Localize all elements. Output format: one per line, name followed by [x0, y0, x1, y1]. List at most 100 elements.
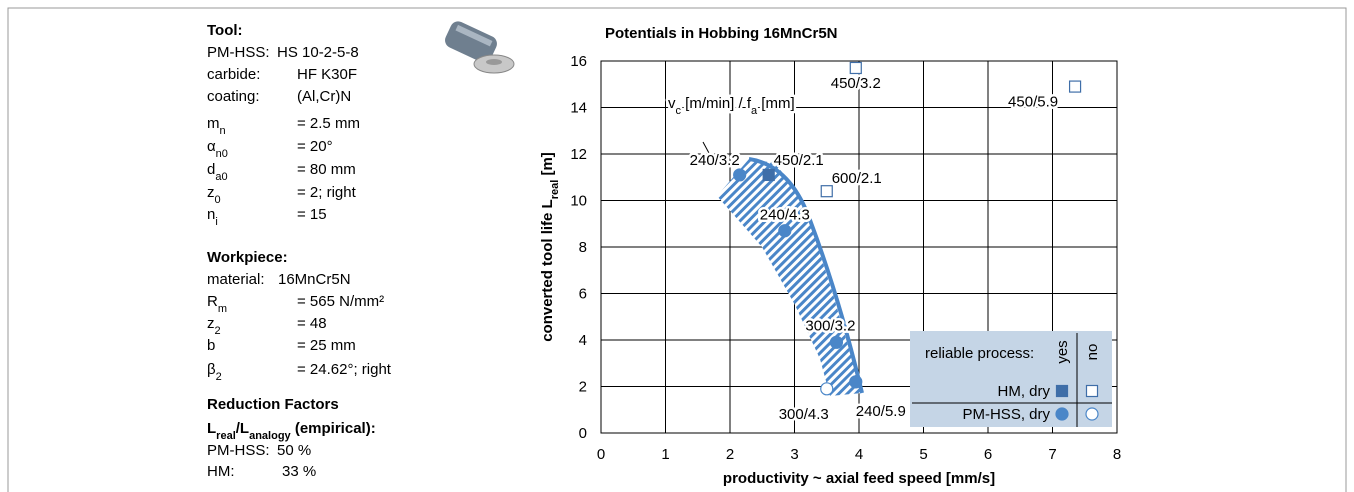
y-tick-label: 14	[570, 100, 587, 117]
text-part: [mm]	[757, 95, 795, 112]
row-label: da0	[207, 161, 228, 183]
potential-band	[717, 159, 862, 396]
label-text: z	[207, 315, 215, 332]
section-subheading: Lreal/Lanalogy (empirical):	[207, 420, 376, 442]
point	[821, 383, 833, 395]
section-heading: Tool:	[207, 22, 243, 39]
y-tick-label: 2	[579, 379, 587, 396]
point	[763, 169, 774, 180]
x-tick-label: 7	[1048, 446, 1056, 463]
point	[850, 376, 862, 388]
label-text: b	[207, 337, 215, 354]
row-value: 50 %	[277, 442, 311, 459]
label-text: coating:	[207, 88, 260, 105]
y-tick-label: 6	[579, 286, 587, 303]
point-label: 450/3.2	[831, 75, 881, 92]
label-text: z	[207, 184, 215, 201]
x-tick-label: 0	[597, 446, 605, 463]
row-value: = 565 N/mm²	[297, 293, 384, 310]
row-value: = 25 mm	[297, 337, 356, 354]
text-part: /L	[236, 420, 249, 437]
row-value: (Al,Cr)N	[297, 88, 351, 105]
point-label: 300/3.2	[805, 317, 855, 334]
legend-marker	[1087, 386, 1098, 397]
y-tick-label: 4	[579, 332, 587, 349]
row-label: β2	[207, 361, 222, 383]
subscript: analogy	[249, 430, 291, 442]
label-text: α	[207, 138, 216, 155]
point-label: 240/4.3	[760, 207, 810, 224]
text-part: [m/min] / f	[681, 95, 752, 112]
label-text: HM:	[207, 463, 235, 480]
x-tick-label: 1	[661, 446, 669, 463]
point	[850, 62, 861, 73]
row-value: HS 10-2-5-8	[277, 44, 359, 61]
point-label: 600/2.1	[832, 170, 882, 187]
x-tick-label: 5	[919, 446, 927, 463]
x-tick-label: 6	[984, 446, 992, 463]
row-label: z2	[207, 315, 221, 337]
text-part: (empirical):	[291, 420, 376, 437]
row-label: material:	[207, 271, 265, 288]
x-tick-label: 2	[726, 446, 734, 463]
row-label: carbide:	[207, 66, 260, 83]
subscript: m	[218, 303, 227, 315]
row-label: coating:	[207, 88, 260, 105]
row-label: Rm	[207, 293, 227, 315]
subscript: 0	[215, 194, 221, 206]
point	[821, 186, 832, 197]
row-label: mn	[207, 115, 226, 137]
legend-marker	[1056, 408, 1068, 420]
subscript: 2	[216, 371, 222, 383]
row-value: HF K30F	[297, 66, 357, 83]
y-tick-label: 0	[579, 425, 587, 442]
row-label: ni	[207, 206, 218, 228]
text-part: converted tool life L	[539, 199, 556, 342]
row-label: b	[207, 337, 215, 354]
y-axis-label: converted tool life Lreal [m]	[539, 152, 561, 342]
subscript: n0	[216, 148, 228, 160]
section-heading: Workpiece:	[207, 249, 288, 266]
row-label: HM:	[207, 463, 235, 480]
row-value: = 2.5 mm	[297, 115, 360, 132]
y-tick-label: 10	[570, 193, 587, 210]
row-label: z0	[207, 184, 221, 206]
label-text: n	[207, 206, 215, 223]
point-label: 300/4.3	[779, 406, 829, 423]
row-value: 33 %	[282, 463, 316, 480]
subscript: i	[215, 216, 217, 228]
point-label: 450/5.9	[1008, 94, 1058, 111]
y-tick-label: 8	[579, 239, 587, 256]
figure: Potentials in Hobbing 16MnCr5N Tool:PM-H…	[0, 0, 1354, 492]
y-tick-label: 16	[570, 53, 587, 70]
legend-label: HM, dry	[998, 383, 1051, 400]
row-value: 16MnCr5N	[278, 271, 351, 288]
row-label: αn0	[207, 138, 228, 160]
legend-title: reliable process:	[925, 345, 1034, 362]
label-text: PM-HSS:	[207, 442, 270, 459]
point-label: 240/3.2	[690, 152, 740, 169]
x-axis-label: productivity ~ axial feed speed [mm/s]	[723, 470, 995, 487]
subscript: real	[216, 430, 236, 442]
tool-icon	[442, 19, 514, 73]
y-tick-label: 12	[570, 146, 587, 163]
point	[1070, 81, 1081, 92]
x-tick-label: 3	[790, 446, 798, 463]
legend-marker	[1057, 386, 1068, 397]
subscript: a0	[215, 171, 227, 183]
row-value: = 15	[297, 206, 327, 223]
x-tick-label: 8	[1113, 446, 1121, 463]
row-value: = 24.62°; right	[297, 361, 392, 378]
row-label: PM-HSS:	[207, 442, 270, 459]
point	[734, 169, 746, 181]
label-text: R	[207, 293, 218, 310]
subscript: n	[220, 125, 226, 137]
legend-column: yes	[1054, 340, 1071, 363]
point	[779, 225, 791, 237]
row-value: = 48	[297, 315, 327, 332]
legend-marker	[1086, 408, 1098, 420]
row-value: = 2; right	[297, 184, 357, 201]
label-text: PM-HSS:	[207, 44, 270, 61]
label-text: material:	[207, 271, 265, 288]
label-text: d	[207, 161, 215, 178]
